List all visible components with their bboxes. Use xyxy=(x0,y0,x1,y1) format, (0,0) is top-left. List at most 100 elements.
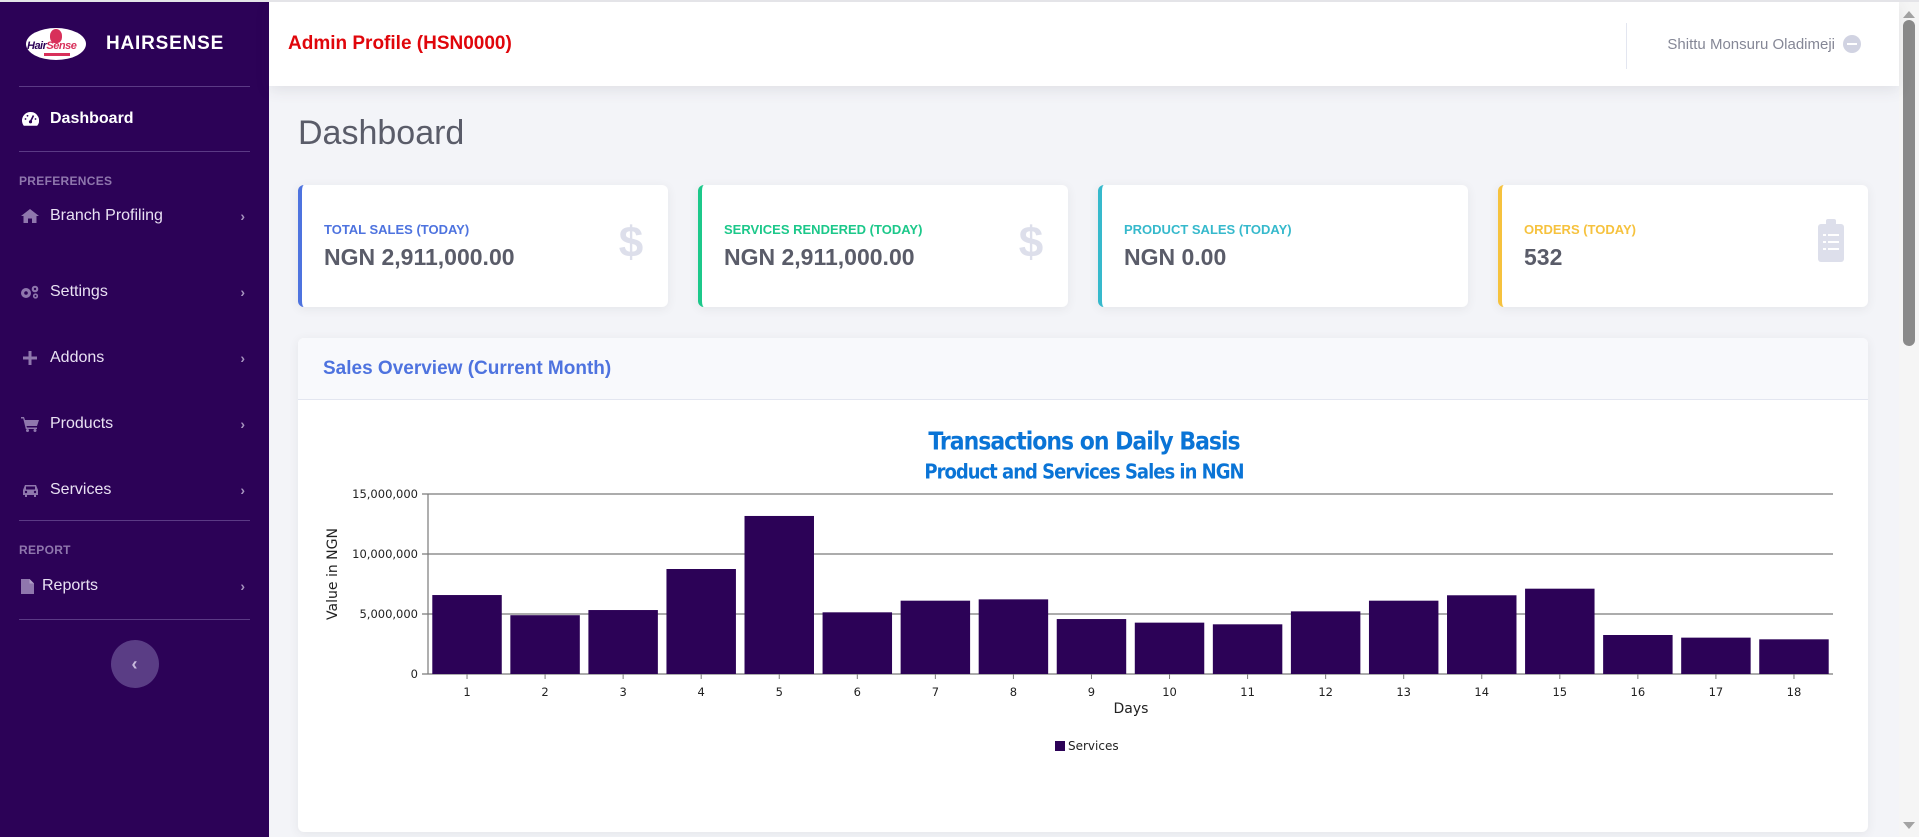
user-dropdown[interactable]: Shittu Monsuru Oladimeji xyxy=(1667,35,1861,53)
card-label: SERVICES RENDERED (TODAY) xyxy=(724,222,923,237)
card-product-sales: PRODUCT SALES (TODAY) NGN 0.00 xyxy=(1098,185,1468,307)
hairsense-logo: HairSense xyxy=(26,28,86,60)
chevron-right-icon: › xyxy=(240,416,245,432)
x-tick-label: 11 xyxy=(1240,685,1255,699)
bar-day-16[interactable] xyxy=(1603,635,1673,674)
chart-title: Transactions on Daily Basis xyxy=(928,426,1239,456)
x-tick-label: 4 xyxy=(698,685,705,699)
sidebar-divider xyxy=(19,151,250,152)
dollar-icon: $ xyxy=(1018,218,1044,267)
y-tick-label: 15,000,000 xyxy=(352,487,418,501)
car-icon xyxy=(20,482,40,498)
file-icon xyxy=(20,578,34,594)
sidebar-item-addons[interactable]: Addons › xyxy=(0,325,269,391)
chevron-right-icon: › xyxy=(240,284,245,300)
bar-day-17[interactable] xyxy=(1681,637,1751,674)
page-scrollbar[interactable] xyxy=(1899,2,1919,837)
bar-day-7[interactable] xyxy=(900,600,971,674)
x-tick-label: 10 xyxy=(1162,685,1177,699)
sidebar-divider xyxy=(19,86,250,87)
legend-swatch-services xyxy=(1055,741,1065,751)
chevron-right-icon: › xyxy=(240,482,245,498)
sidebar-item-label: Services xyxy=(50,481,112,498)
bar-day-3[interactable] xyxy=(588,610,658,674)
card-label: TOTAL SALES (TODAY) xyxy=(324,222,470,237)
sidebar-item-settings[interactable]: Settings › xyxy=(0,259,269,325)
bar-day-12[interactable] xyxy=(1290,611,1361,674)
x-tick-label: 8 xyxy=(1010,685,1017,699)
admin-profile-title[interactable]: Admin Profile (HSN0000) xyxy=(288,33,512,54)
x-axis-label: Days xyxy=(1114,701,1149,717)
bar-day-13[interactable] xyxy=(1368,600,1439,674)
card-value: NGN 0.00 xyxy=(1124,244,1227,270)
bar-day-14[interactable] xyxy=(1447,595,1517,674)
bar-day-2[interactable] xyxy=(510,615,580,674)
sidebar-divider xyxy=(19,619,250,620)
logo-text-sense: Sense xyxy=(46,40,77,52)
sidebar: HairSense HAIRSENSE Dashboard PREFERENCE… xyxy=(0,2,269,837)
user-name: Shittu Monsuru Oladimeji xyxy=(1667,35,1835,53)
x-tick-label: 15 xyxy=(1552,685,1567,699)
sidebar-item-label: Addons xyxy=(50,349,105,366)
chevron-right-icon: › xyxy=(240,578,245,594)
tachometer-icon xyxy=(20,111,40,127)
x-tick-label: 3 xyxy=(619,685,626,699)
card-total-sales: TOTAL SALES (TODAY) NGN 2,911,000.00 $ xyxy=(298,185,668,307)
bar-day-5[interactable] xyxy=(744,515,814,674)
brand-name: HAIRSENSE xyxy=(106,33,225,54)
card-label: ORDERS (TODAY) xyxy=(1524,222,1636,237)
sidebar-item-label: Settings xyxy=(50,283,108,300)
sidebar-toggle-button[interactable]: ‹ xyxy=(110,640,159,688)
topbar-divider xyxy=(1626,23,1627,69)
sidebar-item-label: Branch Profiling xyxy=(50,206,163,224)
x-tick-label: 12 xyxy=(1318,685,1333,699)
sidebar-divider xyxy=(19,520,250,521)
scroll-down-arrow-icon[interactable] xyxy=(1903,822,1915,829)
cart-icon xyxy=(20,416,40,432)
x-tick-label: 1 xyxy=(463,685,470,699)
sidebar-brand[interactable]: HairSense HAIRSENSE xyxy=(0,2,269,86)
chart-legend: Services xyxy=(1055,739,1119,753)
bar-day-18[interactable] xyxy=(1759,639,1829,674)
bar-day-10[interactable] xyxy=(1134,622,1205,674)
user-avatar-icon xyxy=(1843,35,1861,53)
page-title: Dashboard xyxy=(298,114,465,152)
y-axis-label: Value in NGN xyxy=(325,528,341,620)
x-tick-label: 13 xyxy=(1396,685,1411,699)
card-value: 532 xyxy=(1524,244,1563,270)
sales-overview-card: Sales Overview (Current Month) Transacti… xyxy=(298,338,1868,832)
chevron-left-icon: ‹ xyxy=(131,653,138,674)
bar-day-11[interactable] xyxy=(1212,624,1283,674)
bar-day-15[interactable] xyxy=(1525,588,1595,674)
bar-day-4[interactable] xyxy=(666,569,736,674)
y-tick-label: 0 xyxy=(411,667,418,681)
sidebar-item-services[interactable]: Services › xyxy=(0,457,269,523)
card-value: NGN 2,911,000.00 xyxy=(724,244,915,270)
sales-overview-header: Sales Overview (Current Month) xyxy=(298,338,1868,400)
x-tick-label: 9 xyxy=(1088,685,1095,699)
chart-subtitle: Product and Services Sales in NGN xyxy=(924,459,1243,483)
sidebar-item-products[interactable]: Products › xyxy=(0,391,269,457)
logo-text-hair: Hair xyxy=(27,40,47,52)
bar-day-6[interactable] xyxy=(822,612,893,674)
chevron-right-icon: › xyxy=(240,350,245,366)
sidebar-item-label: Dashboard xyxy=(50,110,134,127)
scrollbar-thumb[interactable] xyxy=(1903,20,1915,346)
dollar-icon: $ xyxy=(618,218,644,267)
scroll-up-arrow-icon[interactable] xyxy=(1903,11,1915,18)
sidebar-item-branch-profiling[interactable]: Branch Profiling › xyxy=(0,192,269,239)
sidebar-item-reports[interactable]: Reports › xyxy=(0,561,269,611)
legend-label-services: Services xyxy=(1068,739,1119,753)
bar-day-8[interactable] xyxy=(978,599,1049,674)
bar-day-1[interactable] xyxy=(432,595,502,674)
chevron-right-icon: › xyxy=(240,207,245,224)
y-tick-label: 10,000,000 xyxy=(352,547,418,561)
x-tick-label: 14 xyxy=(1474,685,1489,699)
bar-day-9[interactable] xyxy=(1056,619,1127,674)
sidebar-item-label: Reports xyxy=(42,577,99,594)
section-heading-report: REPORT xyxy=(19,543,71,557)
x-tick-label: 6 xyxy=(854,685,861,699)
x-tick-label: 5 xyxy=(776,685,783,699)
sidebar-item-dashboard[interactable]: Dashboard xyxy=(0,87,269,151)
clipboard-list-icon xyxy=(1814,219,1848,265)
